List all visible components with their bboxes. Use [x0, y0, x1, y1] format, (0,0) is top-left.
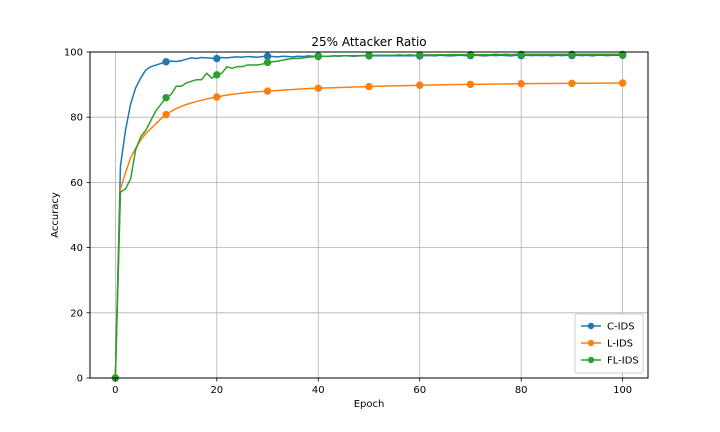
legend-item-fl-ids: FL-IDS — [581, 356, 639, 367]
x-axis-label: Epoch — [354, 399, 385, 410]
y-tick-label: 100 — [64, 48, 83, 59]
data-point-fl-ids — [263, 58, 272, 67]
x-tick-label: 100 — [613, 385, 632, 396]
legend-label: C-IDS — [607, 322, 635, 333]
plot-frame — [89, 51, 649, 379]
x-tick-label: 80 — [515, 385, 528, 396]
data-point-l-ids — [517, 79, 525, 88]
data-point-fl-ids — [213, 71, 221, 79]
y-axis-label: Accuracy — [50, 192, 61, 238]
data-point-fl-ids — [517, 50, 525, 58]
data-point-l-ids — [263, 87, 272, 95]
series-group — [111, 50, 627, 382]
y-tick-label: 0 — [77, 374, 83, 385]
data-point-fl-ids — [162, 93, 170, 102]
data-point-l-ids — [162, 110, 170, 119]
legend: C-IDS L-IDS FL-IDS — [574, 313, 644, 374]
data-point-c-ids — [162, 58, 170, 66]
data-point-c-ids — [263, 52, 272, 60]
legend-marker — [587, 339, 595, 347]
legend-label: FL-IDS — [607, 356, 639, 367]
legend-marker — [587, 322, 595, 330]
legend-label: L-IDS — [607, 339, 633, 350]
x-tick-label: 60 — [413, 385, 426, 396]
axis-ticks: 0 20 40 60 80 100 0 20 40 60 80 100 — [64, 48, 632, 397]
y-tick-label: 20 — [70, 308, 83, 319]
data-point-l-ids — [618, 79, 627, 87]
legend-item-c-ids: C-IDS — [581, 322, 635, 333]
y-tick-label: 60 — [70, 178, 83, 189]
data-point-l-ids — [568, 79, 576, 88]
data-point-l-ids — [213, 93, 221, 101]
data-point-l-ids — [365, 82, 373, 91]
y-tick-label: 40 — [70, 243, 83, 254]
data-point-l-ids — [416, 81, 424, 89]
data-point-fl-ids — [618, 50, 627, 58]
data-point-fl-ids — [466, 50, 475, 59]
y-tick-label: 80 — [70, 113, 83, 124]
data-point-l-ids — [314, 84, 322, 92]
x-tick-label: 40 — [312, 385, 325, 396]
x-tick-label: 20 — [210, 385, 223, 396]
chart-title: 25% Attacker Ratio — [311, 35, 426, 49]
data-point-c-ids — [213, 54, 221, 63]
data-point-l-ids — [466, 80, 475, 89]
data-point-fl-ids — [365, 51, 373, 59]
data-point-fl-ids — [568, 50, 576, 58]
legend-marker — [587, 356, 595, 364]
data-point-fl-ids — [314, 52, 322, 61]
x-tick-label: 0 — [112, 385, 118, 396]
data-point-fl-ids — [416, 51, 424, 59]
legend-item-l-ids: L-IDS — [581, 339, 633, 350]
